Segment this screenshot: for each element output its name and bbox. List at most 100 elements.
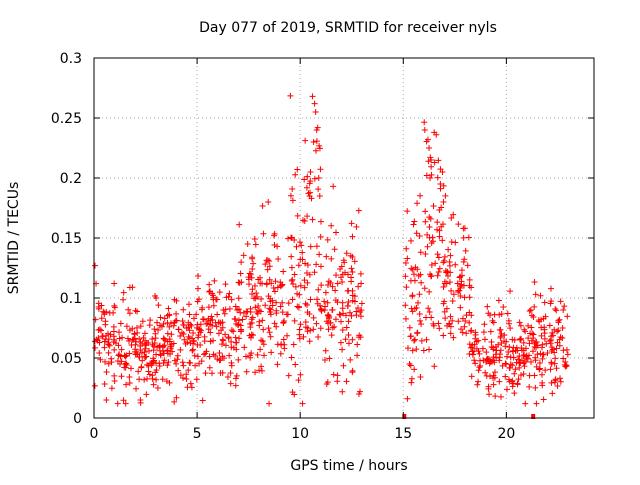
data-point: [485, 385, 492, 392]
data-point: [318, 282, 325, 289]
data-point: [292, 171, 299, 178]
data-point: [133, 385, 140, 392]
data-point: [287, 92, 294, 99]
data-point: [330, 183, 337, 190]
data-point: [181, 336, 188, 343]
data-point: [307, 243, 314, 250]
data-point: [126, 338, 133, 345]
data-point: [515, 356, 522, 363]
data-point: [540, 396, 547, 403]
data-point: [123, 323, 130, 330]
data-point: [249, 266, 256, 273]
data-point: [339, 326, 346, 333]
data-point: [274, 361, 281, 368]
data-point: [132, 341, 139, 348]
y-tick-label: 0.1: [60, 291, 82, 307]
data-point: [480, 357, 487, 364]
data-point: [428, 314, 435, 321]
data-point: [315, 175, 322, 181]
data-point: [266, 263, 273, 270]
data-point: [511, 390, 518, 397]
data-point: [509, 383, 516, 390]
data-point: [416, 291, 423, 298]
data-point: [316, 193, 323, 199]
data-point: [460, 258, 467, 265]
data-point: [414, 299, 421, 306]
data-point: [414, 200, 421, 207]
data-point: [132, 307, 139, 314]
data-point: [277, 303, 284, 310]
data-point: [526, 308, 533, 315]
data-point: [562, 359, 569, 366]
data-point: [291, 317, 298, 324]
data-point: [434, 174, 441, 181]
data-point: [317, 233, 324, 240]
data-point: [180, 362, 187, 369]
data-point: [212, 352, 219, 359]
data-point: [306, 189, 313, 196]
data-point: [164, 347, 171, 354]
data-point: [482, 369, 489, 376]
data-point: [402, 315, 409, 322]
data-point: [183, 371, 190, 378]
data-point: [556, 342, 563, 349]
data-point: [261, 352, 268, 359]
data-point: [483, 372, 490, 379]
data-point: [351, 258, 358, 265]
chart-title: Day 077 of 2019, SRMTID for receiver nyl…: [199, 20, 497, 36]
data-point: [532, 291, 539, 298]
data-point: [235, 356, 242, 363]
data-point: [444, 273, 451, 280]
data-point: [254, 293, 261, 300]
data-point: [321, 298, 328, 305]
data-point: [246, 270, 253, 277]
data-point: [173, 310, 180, 317]
data-point: [479, 345, 486, 352]
data-point: [496, 351, 503, 358]
data-point: [221, 310, 228, 317]
data-point: [345, 298, 352, 305]
data-point: [461, 225, 468, 232]
data-point: [529, 348, 536, 355]
data-point: [435, 269, 442, 276]
data-point: [154, 319, 161, 326]
data-point: [228, 344, 235, 351]
data-point: [297, 321, 304, 328]
data-point: [302, 319, 309, 326]
data-point: [530, 313, 537, 320]
data-point: [180, 322, 187, 329]
data-point: [187, 380, 194, 387]
data-point: [177, 333, 184, 340]
data-point: [157, 314, 164, 321]
data-point: [515, 376, 522, 383]
data-point: [197, 321, 204, 328]
data-point: [105, 336, 112, 343]
data-point: [521, 326, 528, 333]
data-point: [509, 377, 516, 384]
y-tick-label: 0: [73, 411, 82, 427]
data-point: [324, 282, 331, 289]
data-point: [417, 317, 424, 324]
data-point: [230, 328, 237, 335]
data-point: [426, 145, 433, 151]
data-point: [247, 320, 254, 327]
data-point: [358, 313, 365, 320]
data-point: [417, 192, 424, 199]
data-point: [428, 262, 435, 269]
data-point: [239, 316, 246, 323]
data-point: [409, 292, 416, 299]
data-point: [104, 330, 111, 337]
data-point: [102, 358, 109, 365]
data-point: [207, 329, 214, 336]
data-point: [536, 366, 543, 373]
data-point: [439, 237, 446, 244]
data-point: [212, 296, 219, 303]
data-point: [278, 341, 285, 348]
data-point: [337, 339, 344, 346]
data-point: [250, 295, 257, 302]
data-point: [288, 354, 295, 361]
data-point: [428, 171, 435, 178]
data-point: [279, 299, 286, 306]
data-point: [149, 341, 156, 348]
